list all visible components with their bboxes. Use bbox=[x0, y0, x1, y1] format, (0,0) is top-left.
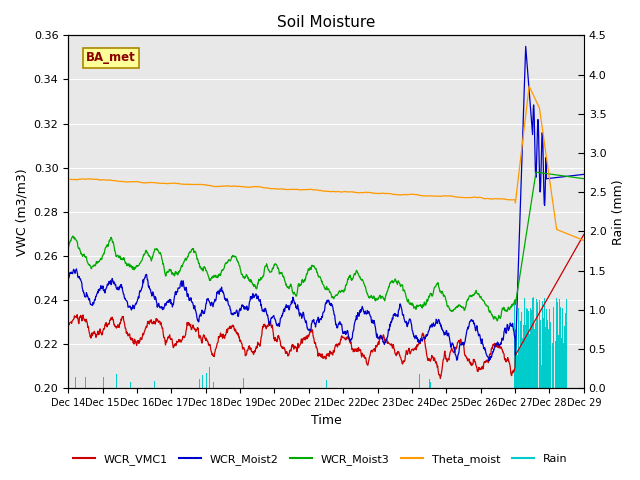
X-axis label: Time: Time bbox=[310, 414, 341, 427]
Text: BA_met: BA_met bbox=[86, 51, 136, 64]
Legend: WCR_VMC1, WCR_Moist2, WCR_Moist3, Theta_moist, Rain: WCR_VMC1, WCR_Moist2, WCR_Moist3, Theta_… bbox=[68, 450, 572, 469]
Title: Soil Moisture: Soil Moisture bbox=[277, 15, 375, 30]
Y-axis label: VWC (m3/m3): VWC (m3/m3) bbox=[15, 168, 28, 256]
Y-axis label: Rain (mm): Rain (mm) bbox=[612, 179, 625, 245]
